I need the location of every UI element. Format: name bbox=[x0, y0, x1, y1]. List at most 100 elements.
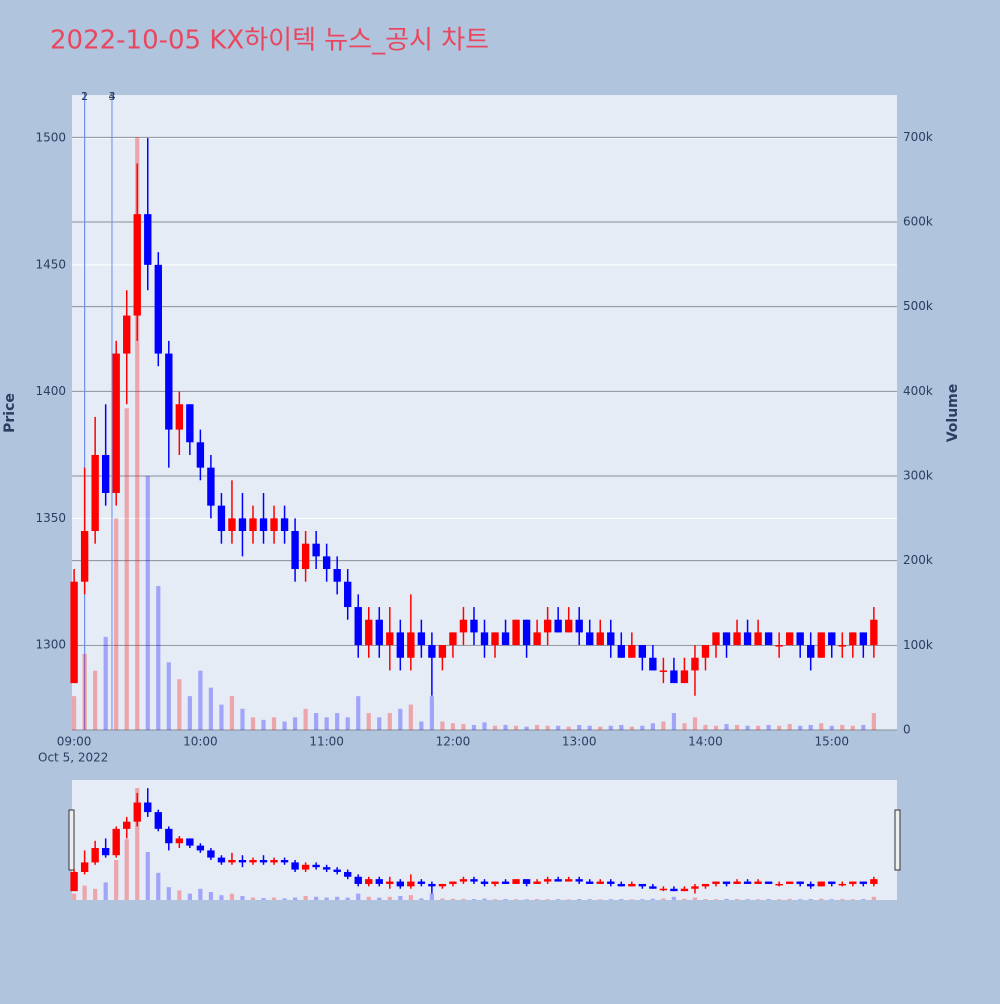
candle-body bbox=[807, 645, 815, 658]
volume-bar bbox=[440, 898, 445, 900]
volume-bar bbox=[335, 896, 340, 900]
volume-bar bbox=[524, 726, 529, 730]
volume-bar bbox=[745, 899, 750, 900]
candle-body bbox=[659, 888, 668, 891]
candle-body bbox=[522, 619, 531, 646]
volume-bar bbox=[356, 893, 361, 900]
candle-body bbox=[365, 619, 373, 646]
candle-body bbox=[512, 619, 520, 646]
volume-bar bbox=[513, 725, 519, 730]
candle-body bbox=[322, 867, 331, 870]
candle-body bbox=[617, 883, 625, 887]
candle-body bbox=[628, 883, 636, 887]
volume-bar bbox=[387, 713, 392, 730]
candle-body bbox=[817, 881, 825, 887]
volume-bar bbox=[114, 518, 119, 730]
candle-body bbox=[175, 404, 184, 430]
candle-body bbox=[112, 353, 120, 493]
volume-bar bbox=[798, 899, 803, 900]
volume-bar bbox=[598, 899, 603, 900]
y-tick-label: 1500 bbox=[35, 131, 66, 145]
annotation-text: 2 bbox=[81, 90, 88, 103]
volume-bar bbox=[724, 724, 729, 730]
candle-body bbox=[586, 881, 594, 884]
candle-body bbox=[586, 632, 594, 646]
volume-bar bbox=[713, 725, 719, 730]
x-tick-label: 15:00 bbox=[814, 735, 849, 749]
volume-bar bbox=[177, 890, 182, 900]
candle-body bbox=[764, 632, 773, 646]
candle-body bbox=[554, 879, 562, 882]
candle-body bbox=[712, 881, 720, 884]
candle-body bbox=[375, 879, 383, 884]
candle-body bbox=[796, 632, 804, 646]
volume-bar bbox=[482, 898, 487, 900]
candle-body bbox=[480, 881, 489, 884]
volume-bar bbox=[208, 687, 214, 730]
volume-bar bbox=[82, 653, 87, 730]
candle-body bbox=[565, 879, 573, 882]
candle-body bbox=[859, 632, 868, 646]
volume-bar bbox=[240, 896, 245, 900]
candle-body bbox=[659, 670, 668, 672]
volume-bar bbox=[608, 899, 613, 900]
volume-bar bbox=[219, 895, 224, 900]
range-handle-right[interactable] bbox=[894, 809, 901, 871]
candle-body bbox=[396, 881, 404, 887]
candle-body bbox=[691, 886, 699, 889]
candle-body bbox=[175, 838, 184, 844]
volume-bar bbox=[135, 788, 140, 900]
volume-bar bbox=[461, 724, 466, 730]
volume-bar bbox=[177, 679, 182, 730]
volume-bar bbox=[766, 724, 771, 730]
x-tick-label: 11:00 bbox=[309, 735, 344, 749]
volume-bar bbox=[114, 860, 119, 900]
volume-bar bbox=[324, 717, 329, 730]
candle-body bbox=[543, 619, 552, 633]
volume-bar bbox=[145, 852, 150, 900]
volume-bar bbox=[598, 726, 603, 730]
candle-body bbox=[670, 888, 678, 892]
volume-bar bbox=[440, 721, 445, 730]
candle-body bbox=[501, 632, 510, 646]
volume-bar bbox=[282, 898, 287, 900]
volume-bar bbox=[577, 724, 582, 730]
candle-body bbox=[291, 531, 299, 570]
y-tick-label: 1450 bbox=[35, 257, 66, 271]
volume-bar bbox=[208, 892, 214, 900]
candle-body bbox=[101, 454, 110, 493]
candle-body bbox=[817, 632, 825, 658]
volume-bar bbox=[629, 726, 634, 730]
candle-body bbox=[691, 657, 699, 671]
volume-bar bbox=[335, 713, 340, 730]
volume-bar bbox=[292, 897, 298, 900]
candle-body bbox=[607, 881, 615, 884]
candle-body bbox=[680, 888, 689, 892]
volume-bar bbox=[777, 725, 782, 730]
volume-bar bbox=[671, 896, 677, 900]
candle-body bbox=[722, 881, 731, 884]
candle-body bbox=[459, 879, 468, 882]
volume-bar bbox=[450, 898, 456, 900]
candle-body bbox=[238, 860, 247, 863]
range-handle-left[interactable] bbox=[68, 809, 75, 871]
candle-body bbox=[638, 645, 647, 658]
candle-body bbox=[365, 879, 373, 884]
candle-body bbox=[785, 881, 794, 884]
candle-body bbox=[386, 632, 394, 646]
volume-bar bbox=[366, 896, 371, 900]
candle-body bbox=[849, 632, 857, 646]
candle-body bbox=[649, 886, 657, 889]
annotation-text: 4 bbox=[108, 90, 115, 103]
candle-body bbox=[259, 518, 268, 532]
candle-body bbox=[438, 645, 447, 658]
candle-body bbox=[217, 505, 226, 532]
volume-bar bbox=[124, 839, 129, 900]
candle-body bbox=[701, 645, 710, 658]
volume-bar bbox=[682, 898, 687, 900]
candle-body bbox=[754, 632, 762, 646]
candle-body bbox=[333, 869, 341, 872]
candle-body bbox=[470, 619, 478, 633]
candle-body bbox=[80, 862, 89, 872]
